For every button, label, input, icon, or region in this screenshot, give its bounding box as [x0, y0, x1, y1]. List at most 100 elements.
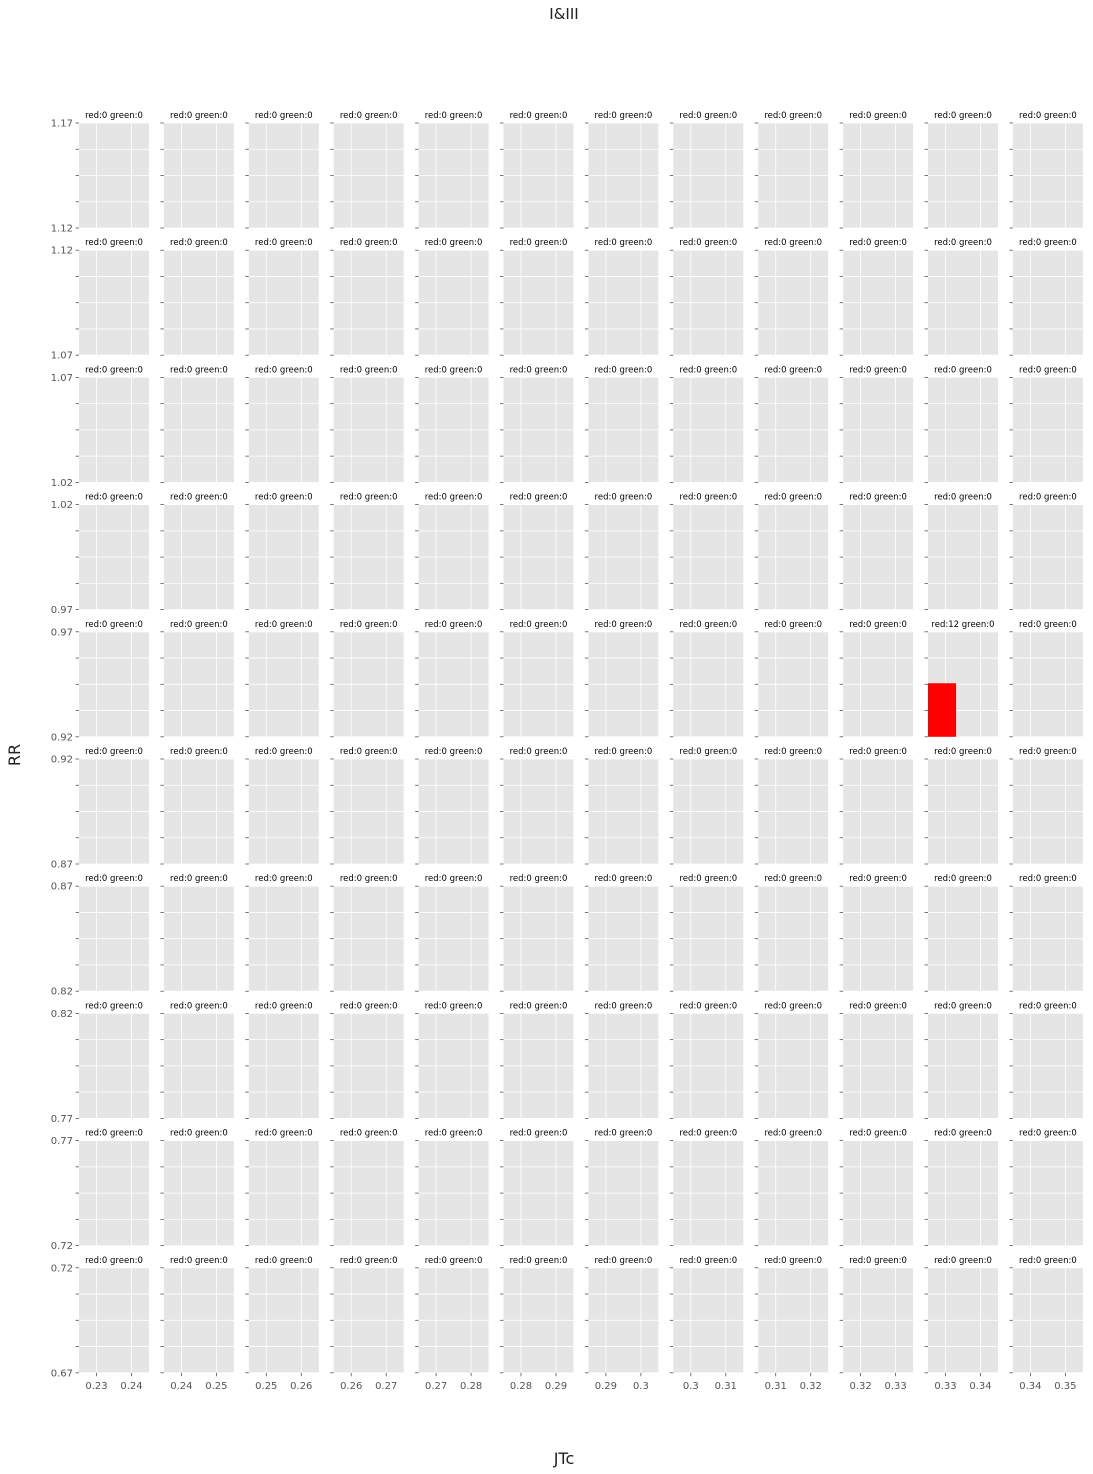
panel-r3-c8: red:0 green:0: [754, 493, 829, 610]
panel-title: red:0 green:0: [255, 1001, 313, 1011]
panel-r8-c8: red:0 green:0: [754, 1129, 829, 1246]
y-tick-label: 1.02: [51, 478, 73, 489]
panel-title: red:0 green:0: [255, 1129, 313, 1139]
panel-title: red:0 green:0: [595, 1001, 653, 1011]
panel-r3-c5: red:0 green:0: [500, 493, 574, 610]
panel-r4-c7: red:0 green:0: [669, 620, 744, 738]
panel-r7-c10: red:0 green:0: [924, 1001, 998, 1119]
panel-title: red:0 green:0: [764, 493, 822, 503]
panel-r4-c1: red:0 green:0: [160, 620, 234, 738]
y-tick-label: 1.17: [51, 119, 73, 130]
panel-r8-c2: red:0 green:0: [245, 1129, 319, 1246]
panel-r3-c9: red:0 green:0: [839, 493, 914, 610]
panel-title: red:0 green:0: [340, 111, 398, 121]
panel-title: red:0 green:0: [1019, 493, 1077, 503]
panel-title: red:0 green:0: [1019, 365, 1077, 375]
panel-r0-c7: red:0 green:0: [669, 111, 744, 229]
panel-title: red:0 green:0: [340, 1256, 398, 1266]
panel-r1-c2: red:0 green:0: [245, 238, 319, 356]
panel-r6-c5: red:0 green:0: [500, 874, 574, 992]
panel-title: red:0 green:0: [595, 1129, 653, 1139]
panel-r6-c10: red:0 green:0: [924, 874, 998, 992]
y-tick-label: 0.67: [51, 1368, 73, 1379]
panel-title: red:0 green:0: [1019, 620, 1077, 630]
panel-r5-c9: red:0 green:0: [839, 747, 914, 865]
panel-r7-c3: red:0 green:0: [330, 1001, 404, 1119]
x-tick-label: 0.31: [715, 1381, 737, 1392]
panel-title: red:0 green:0: [764, 111, 822, 121]
panel-r0-c2: red:0 green:0: [245, 111, 319, 229]
panel-r3-c1: red:0 green:0: [160, 493, 234, 610]
panel-r6-c6: red:0 green:0: [584, 874, 659, 992]
panel-r8-c4: red:0 green:0: [415, 1129, 489, 1246]
panel-title: red:0 green:0: [934, 111, 992, 121]
y-tick-label: 0.72: [51, 1263, 73, 1274]
panel-title: red:0 green:0: [679, 620, 737, 630]
panel-title: red:0 green:0: [934, 1001, 992, 1011]
panel-r6-c4: red:0 green:0: [415, 874, 489, 992]
panel-title: red:0 green:0: [1019, 1129, 1077, 1139]
panel-r0-c3: red:0 green:0: [330, 111, 404, 229]
panel-r7-c5: red:0 green:0: [500, 1001, 574, 1119]
x-tick-label: 0.29: [545, 1381, 567, 1392]
panel-r9-c10: red:0 green:0 0.33 0.34: [924, 1256, 998, 1392]
panel-title: red:0 green:0: [85, 1256, 143, 1266]
panel-r4-c10: red:12 green:0: [924, 620, 998, 738]
panel-r4-c6: red:0 green:0: [584, 620, 659, 738]
panel-r9-c2: red:0 green:0 0.25 0.26: [245, 1256, 319, 1392]
panel-r5-c3: red:0 green:0: [330, 747, 404, 865]
panel-r2-c10: red:0 green:0: [924, 365, 998, 483]
panel-r4-c0: red:0 green:0 0.92 0.97: [51, 620, 149, 743]
panel-r3-c3: red:0 green:0: [330, 493, 404, 610]
panel-r2-c2: red:0 green:0: [245, 365, 319, 483]
panel-title: red:0 green:0: [595, 1256, 653, 1266]
x-tick-label: 0.3: [633, 1381, 649, 1392]
panel-r2-c5: red:0 green:0: [500, 365, 574, 483]
panel-title: red:0 green:0: [510, 1256, 568, 1266]
panel-r6-c11: red:0 green:0: [1009, 874, 1083, 992]
panel-r3-c11: red:0 green:0: [1009, 493, 1083, 610]
panel-r3-c6: red:0 green:0: [584, 493, 659, 610]
x-tick-label: 0.26: [290, 1381, 312, 1392]
panel-title: red:0 green:0: [170, 1129, 228, 1139]
panel-title: red:0 green:0: [849, 111, 907, 121]
panel-title: red:0 green:0: [170, 238, 228, 248]
panel-r3-c10: red:0 green:0: [924, 493, 998, 610]
panel-title: red:0 green:0: [340, 620, 398, 630]
panel-title: red:0 green:0: [85, 620, 143, 630]
panel-r9-c4: red:0 green:0 0.27 0.28: [415, 1256, 489, 1392]
panel-title: red:0 green:0: [764, 874, 822, 884]
panel-title: red:0 green:0: [934, 365, 992, 375]
x-tick-label: 0.34: [969, 1381, 991, 1392]
panel-title: red:0 green:0: [340, 365, 398, 375]
panel-r5-c5: red:0 green:0: [500, 747, 574, 865]
panel-r1-c5: red:0 green:0: [500, 238, 574, 356]
panel-r1-c3: red:0 green:0: [330, 238, 404, 356]
panel-r8-c11: red:0 green:0: [1009, 1129, 1083, 1246]
panel-r7-c11: red:0 green:0: [1009, 1001, 1083, 1119]
panel-r5-c2: red:0 green:0: [245, 747, 319, 865]
panel-title: red:0 green:0: [425, 365, 483, 375]
panel-title: red:0 green:0: [510, 111, 568, 121]
panel-title: red:0 green:0: [764, 620, 822, 630]
panel-title: red:0 green:0: [85, 365, 143, 375]
panel-r9-c11: red:0 green:0 0.34 0.35: [1009, 1256, 1083, 1392]
panel-r0-c8: red:0 green:0: [754, 111, 829, 229]
y-tick-label: 1.07: [51, 351, 73, 362]
x-tick-label: 0.24: [170, 1381, 192, 1392]
x-tick-label: 0.3: [683, 1381, 699, 1392]
panel-r7-c8: red:0 green:0: [754, 1001, 829, 1119]
panel-title: red:0 green:0: [85, 874, 143, 884]
panel-r7-c1: red:0 green:0: [160, 1001, 234, 1119]
x-tick-label: 0.23: [85, 1381, 107, 1392]
x-tick-label: 0.35: [1054, 1381, 1076, 1392]
panel-r8-c3: red:0 green:0: [330, 1129, 404, 1246]
x-tick-label: 0.33: [884, 1381, 906, 1392]
panel-r4-c9: red:0 green:0: [839, 620, 914, 738]
panel-title: red:0 green:0: [255, 1256, 313, 1266]
panel-title: red:0 green:0: [170, 620, 228, 630]
panel-title: red:0 green:0: [425, 1256, 483, 1266]
panel-title: red:0 green:0: [934, 874, 992, 884]
panel-title: red:0 green:0: [255, 365, 313, 375]
panel-title: red:0 green:0: [425, 747, 483, 757]
